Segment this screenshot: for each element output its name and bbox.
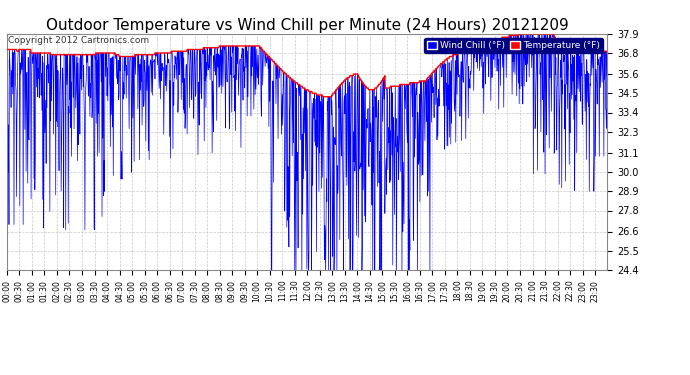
Text: Copyright 2012 Cartronics.com: Copyright 2012 Cartronics.com — [8, 36, 149, 45]
Title: Outdoor Temperature vs Wind Chill per Minute (24 Hours) 20121209: Outdoor Temperature vs Wind Chill per Mi… — [46, 18, 569, 33]
Legend: Wind Chill (°F), Temperature (°F): Wind Chill (°F), Temperature (°F) — [424, 38, 602, 53]
